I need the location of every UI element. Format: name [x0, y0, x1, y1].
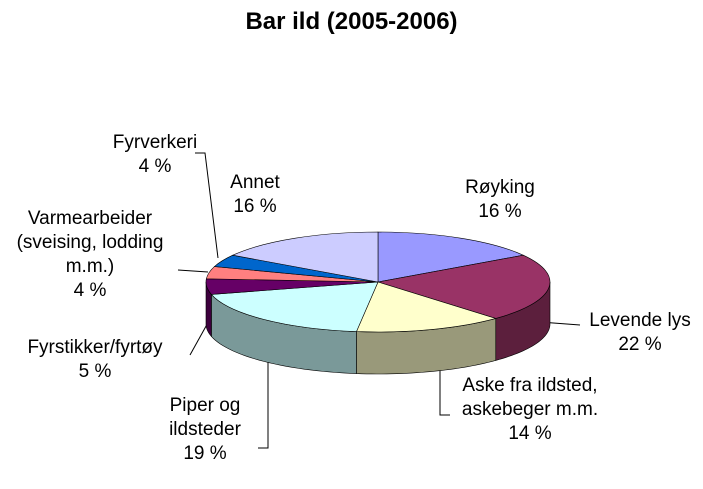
chart-title: Bar ild (2005-2006) — [245, 8, 458, 35]
leader-lines — [177, 152, 581, 449]
value-label: 16 % — [478, 201, 522, 222]
leader-line — [439, 365, 450, 416]
category-label: Piper og ildsteder — [169, 395, 241, 440]
category-label: Fyrstikker/fyrtøy — [27, 337, 163, 358]
slice-label: Piper og ildsteder 19 % — [140, 394, 270, 466]
slice-label: Levende lys 22 % — [565, 309, 703, 357]
category-label: Annet — [230, 172, 280, 193]
value-label: 5 % — [78, 361, 112, 382]
category-label: Aske fra ildsted, askebeger m.m. — [461, 375, 599, 420]
slice — [377, 254, 551, 319]
slice — [231, 231, 379, 283]
slice-label: Annet 16 % — [205, 171, 305, 219]
value-label: 4 % — [138, 156, 172, 177]
category-label: Røyking — [465, 177, 535, 198]
value-label: 14 % — [508, 423, 552, 444]
value-label: 19 % — [183, 443, 227, 464]
value-label: 4 % — [73, 280, 107, 301]
leader-line — [258, 360, 269, 449]
slice-label: Fyrstikker/fyrtøy 5 % — [0, 336, 190, 384]
value-label: 22 % — [618, 334, 662, 355]
slice — [355, 281, 497, 333]
category-label: Fyrverkeri — [112, 132, 198, 153]
leader-line — [177, 269, 209, 273]
slice-label: Aske fra ildsted, askebeger m.m. 14 % — [430, 374, 630, 446]
category-label: Levende lys — [589, 310, 691, 331]
slice — [377, 231, 525, 283]
leader-line — [195, 152, 219, 259]
slice-label: Fyrverkeri 4 % — [95, 131, 215, 179]
slice-label: Røyking 16 % — [440, 176, 560, 224]
value-label: 16 % — [233, 196, 277, 217]
category-label: Varmearbeider (sveising, lodding m.m.) — [16, 208, 164, 277]
slice-label: Varmearbeider (sveising, lodding m.m.) 4 … — [3, 207, 178, 303]
slice — [210, 281, 379, 332]
